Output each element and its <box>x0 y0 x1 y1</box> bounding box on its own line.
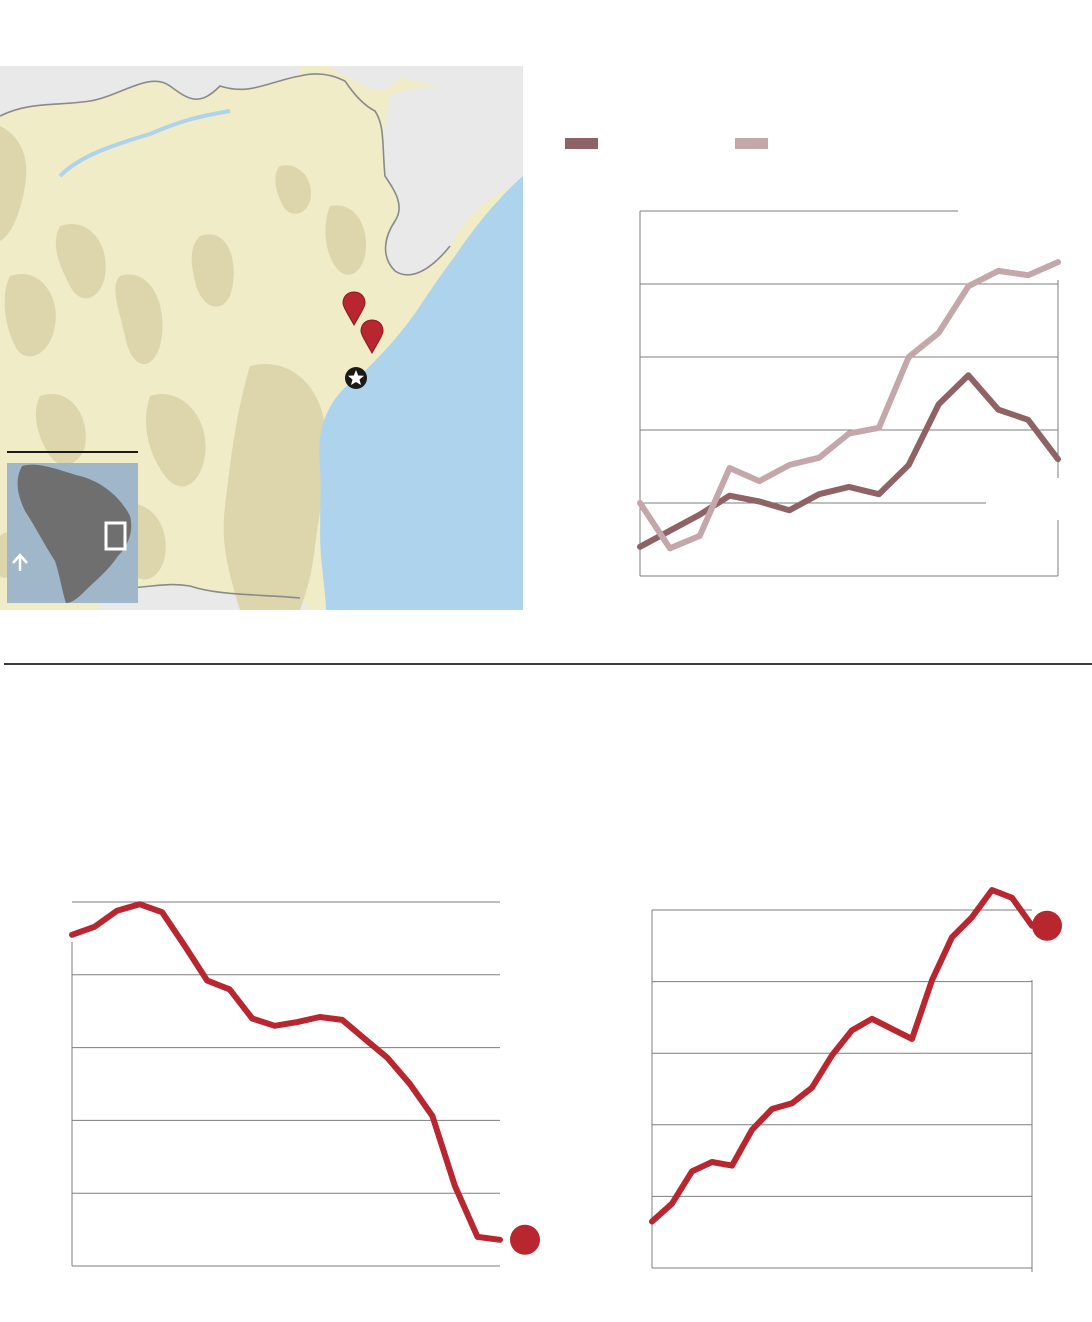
legend-swatch-dark <box>565 138 598 149</box>
grid <box>652 909 1032 1197</box>
end-marker <box>510 1224 540 1255</box>
series-lines <box>69 901 540 1255</box>
ocean <box>319 176 523 610</box>
comparison-line-chart <box>540 100 1092 600</box>
region-map <box>0 66 523 610</box>
series-line <box>649 887 1035 1225</box>
locator-box <box>104 521 127 551</box>
series-line <box>69 901 503 1243</box>
series-lines <box>649 887 1062 1225</box>
end-marker <box>1032 910 1062 941</box>
south-america-locator <box>7 463 138 603</box>
series-lines <box>637 259 1061 552</box>
neighbor-region-north <box>0 66 523 116</box>
arrow-up-icon <box>12 553 28 571</box>
location-marker[interactable] <box>360 319 384 355</box>
grid <box>640 210 1058 504</box>
capital-star-icon[interactable] <box>345 367 367 389</box>
neighbor-region-east <box>382 86 523 275</box>
grid <box>72 901 500 1194</box>
river <box>58 109 231 178</box>
section-divider <box>4 663 1092 665</box>
axes <box>651 910 1033 1272</box>
comparison-chart-svg <box>565 138 1061 577</box>
relief-shading <box>0 126 366 610</box>
axes <box>639 211 1059 577</box>
rise-line-chart <box>620 880 1092 1280</box>
legend-swatch-light <box>735 138 768 149</box>
decline-line-chart <box>40 880 540 1280</box>
location-marker[interactable] <box>342 291 366 327</box>
map-panel <box>0 66 523 610</box>
rise-chart-svg <box>649 887 1062 1272</box>
axes <box>71 942 500 1267</box>
series-line <box>637 372 1061 550</box>
decline-chart-svg <box>69 901 540 1267</box>
